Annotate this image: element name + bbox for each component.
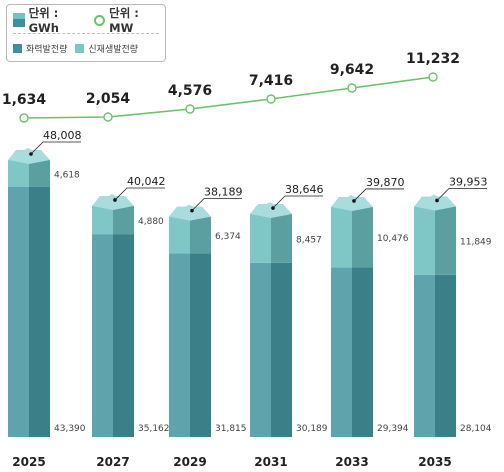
renewable-value-2033: 10,476: [377, 234, 409, 244]
bar-renewable-left-2027: [92, 205, 113, 235]
capacity-label-2025: 1,634: [2, 92, 47, 108]
total-leader-2025: [30, 141, 81, 155]
total-leader-2029: [191, 198, 242, 211]
bar-thermal-left-2033: [331, 267, 352, 437]
bar-renewable-right-2027: [113, 205, 134, 235]
bar-thermal-right-2035: [435, 274, 456, 437]
bar-thermal-left-2029: [169, 253, 190, 437]
capacity-point-2035: [428, 72, 438, 82]
thermal-value-2031: 30,189: [296, 424, 328, 434]
bar-top-face-2035: [414, 196, 456, 207]
thermal-value-2025: 43,390: [54, 424, 86, 434]
x-tick-2025: 2025: [12, 455, 45, 469]
bar-top-face-2031: [250, 204, 292, 215]
capacity-point-2027: [103, 112, 113, 122]
total-label-2025: 48,008: [43, 129, 82, 142]
bar-renewable-left-2031: [250, 214, 271, 263]
bar-thermal-right-2027: [113, 234, 134, 437]
bar-top-face-2027: [92, 195, 134, 206]
legend-renewable-label: 신재생발전량: [88, 44, 139, 55]
legend-thermal-swatch: [13, 43, 22, 53]
legend-unit-capacity: 단위 : MW: [109, 6, 139, 35]
bar-thermal-left-2035: [414, 274, 435, 437]
x-tick-2033: 2033: [335, 455, 368, 469]
x-tick-2027: 2027: [96, 455, 129, 469]
capacity-line: [23, 76, 434, 119]
legend-renewable-swatch: [75, 43, 85, 53]
bar-renewable-right-2035: [435, 206, 456, 275]
total-label-2033: 39,870: [366, 176, 405, 189]
bar-top-face-2025: [8, 150, 50, 160]
legend-bar-swatch: [13, 13, 25, 27]
bar-renewable-right-2033: [352, 206, 373, 268]
x-tick-2029: 2029: [173, 455, 206, 469]
total-leader-2031: [272, 195, 323, 209]
capacity-label-2033: 9,642: [330, 62, 374, 78]
legend-divider: [13, 33, 159, 34]
bar-thermal-right-2033: [352, 267, 373, 437]
legend-thermal-label: 화력발전량: [26, 44, 68, 55]
bar-renewable-right-2029: [190, 216, 211, 254]
capacity-label-2029: 4,576: [168, 83, 212, 99]
thermal-value-2033: 29,394: [377, 424, 409, 434]
renewable-value-2027: 4,880: [138, 217, 164, 227]
thermal-value-2027: 35,162: [138, 424, 170, 434]
total-label-2031: 38,646: [285, 183, 324, 196]
legend-circle-icon: [94, 14, 106, 26]
bar-top-face-2029: [169, 206, 211, 217]
capacity-label-2035: 11,232: [406, 51, 460, 67]
bar-top-face-2033: [331, 196, 373, 207]
bar-thermal-left-2025: [8, 186, 29, 437]
total-leader-2035: [436, 188, 487, 201]
bar-renewable-right-2031: [271, 214, 292, 263]
legend: 단위 : GWh 단위 : MW 화력발전량 신재생발전량: [6, 4, 166, 62]
renewable-value-2025: 4,618: [54, 170, 80, 180]
capacity-point-2031: [266, 94, 276, 104]
legend-unit-energy: 단위 : GWh: [28, 6, 59, 35]
thermal-value-2035: 28,104: [460, 424, 492, 434]
total-label-2035: 39,953: [449, 175, 488, 188]
capacity-point-2029: [185, 104, 195, 114]
bar-thermal-right-2025: [29, 186, 50, 437]
renewable-value-2035: 11,849: [460, 238, 492, 248]
bar-thermal-left-2031: [250, 262, 271, 437]
x-tick-2031: 2031: [254, 455, 287, 469]
total-label-2029: 38,189: [204, 186, 243, 199]
total-leader-2033: [353, 188, 404, 202]
renewable-value-2029: 6,374: [215, 232, 241, 242]
total-label-2027: 40,042: [127, 175, 166, 188]
bar-renewable-left-2033: [331, 206, 352, 268]
thermal-value-2029: 31,815: [215, 424, 247, 434]
capacity-label-2031: 7,416: [249, 73, 293, 89]
bar-thermal-right-2031: [271, 262, 292, 437]
bar-thermal-left-2027: [92, 234, 113, 437]
capacity-point-2025: [19, 113, 29, 123]
capacity-point-2033: [347, 83, 357, 93]
x-tick-2035: 2035: [418, 455, 451, 469]
capacity-label-2027: 2,054: [86, 91, 131, 107]
bar-renewable-left-2025: [8, 160, 29, 187]
bar-renewable-left-2029: [169, 216, 190, 254]
total-leader-2027: [114, 187, 165, 201]
bar-thermal-right-2029: [190, 253, 211, 437]
bar-renewable-left-2035: [414, 206, 435, 275]
bar-renewable-right-2025: [29, 160, 50, 187]
renewable-value-2031: 8,457: [296, 235, 322, 245]
